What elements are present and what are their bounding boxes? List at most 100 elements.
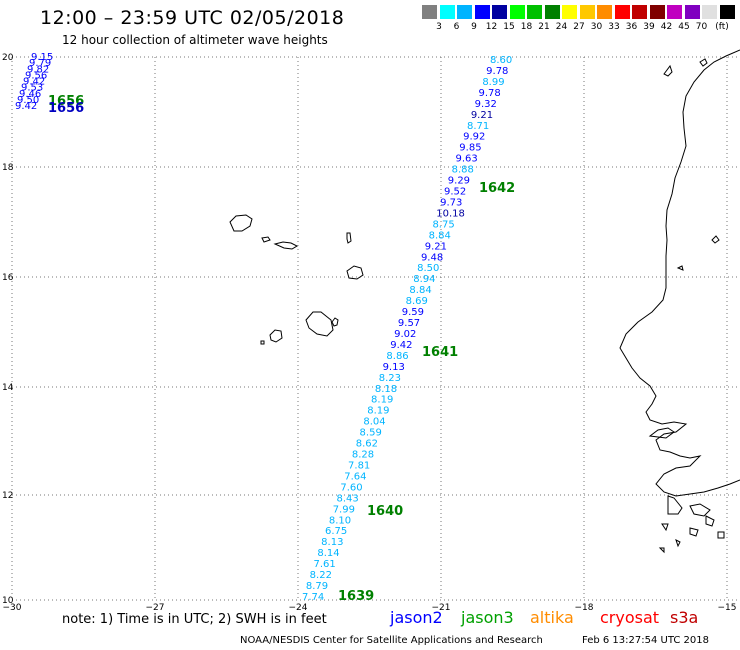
coast-detail-8 bbox=[705, 515, 715, 527]
swh-value-corner: 9.50 bbox=[17, 95, 39, 106]
pass-label-1656-green: 1656 bbox=[48, 94, 84, 109]
swh-value: 8.75 bbox=[432, 219, 454, 230]
swh-value: 9.78 bbox=[478, 88, 500, 99]
swh-value-corner: 9.56 bbox=[25, 70, 47, 81]
legend-label: 27 bbox=[573, 22, 585, 32]
coast-detail-6 bbox=[667, 495, 683, 515]
sat-altika: altika bbox=[530, 608, 574, 627]
legend-label: 30 bbox=[590, 22, 603, 32]
swh-value: 8.28 bbox=[352, 450, 374, 461]
legend-swatch bbox=[422, 5, 437, 19]
swh-value: 7.74 bbox=[302, 592, 324, 603]
legend-swatch bbox=[579, 5, 595, 19]
legend-swatch bbox=[649, 5, 665, 19]
legend-swatch bbox=[632, 5, 647, 19]
lon-tick-label: −15 bbox=[718, 603, 737, 613]
coast-detail-2 bbox=[699, 58, 708, 67]
swh-value: 8.62 bbox=[356, 439, 378, 450]
legend-swatch bbox=[614, 5, 630, 19]
legend-label: 39 bbox=[643, 22, 655, 32]
legend-label: 42 bbox=[660, 22, 673, 32]
lat-tick-label: 10 bbox=[2, 596, 14, 606]
coast-detail-5 bbox=[648, 427, 675, 439]
island-santiago bbox=[305, 311, 334, 337]
swh-value: 8.59 bbox=[360, 428, 382, 439]
coast-detail-10 bbox=[717, 531, 725, 539]
legend-swatch bbox=[439, 5, 455, 19]
swh-value: 8.99 bbox=[482, 77, 504, 88]
legend-label: 33 bbox=[608, 22, 620, 32]
swh-value: 8.23 bbox=[379, 373, 401, 384]
sat-s3a: s3a bbox=[670, 608, 699, 627]
legend-label: 24 bbox=[555, 22, 568, 32]
legend-unit: (ft) bbox=[715, 22, 729, 32]
swh-value: 8.18 bbox=[375, 384, 397, 395]
swh-value: 8.71 bbox=[467, 121, 489, 132]
lat-tick-label: 16 bbox=[2, 273, 14, 283]
swh-value: 8.94 bbox=[413, 274, 435, 285]
legend-swatch bbox=[492, 5, 507, 19]
swh-value: 7.99 bbox=[333, 504, 355, 515]
coast-detail-9 bbox=[689, 527, 699, 537]
lat-tick-label: 20 bbox=[2, 53, 14, 63]
legend-swatch bbox=[702, 5, 717, 19]
swh-value: 8.84 bbox=[429, 230, 451, 241]
legend-swatch bbox=[509, 5, 525, 19]
swh-value: 8.88 bbox=[452, 165, 474, 176]
swh-value: 8.79 bbox=[306, 581, 328, 592]
footer-note: note: 1) Time is in UTC; 2) SWH is in fe… bbox=[62, 612, 327, 627]
africa-coast bbox=[619, 49, 740, 497]
coast-detail-1 bbox=[663, 64, 673, 77]
pass-label-1641: 1641 bbox=[422, 345, 458, 360]
sat-jason3: jason3 bbox=[461, 608, 514, 627]
island-sao-vicente bbox=[261, 236, 271, 243]
swh-value: 7.60 bbox=[340, 482, 362, 493]
legend-swatch bbox=[684, 5, 700, 19]
swh-value: 10.18 bbox=[436, 208, 465, 219]
swh-value-corner: 9.53 bbox=[21, 83, 43, 94]
legend-label: 21 bbox=[538, 22, 550, 32]
coast-detail-11 bbox=[661, 523, 669, 532]
lat-tick-label: 18 bbox=[2, 163, 14, 173]
legend-label: 45 bbox=[678, 22, 690, 32]
swh-value: 9.13 bbox=[383, 362, 405, 373]
island-sao-nicolau bbox=[273, 241, 299, 250]
swh-value: 9.57 bbox=[398, 318, 420, 329]
swh-value: 9.59 bbox=[402, 307, 424, 318]
legend-swatch bbox=[457, 5, 472, 19]
swh-value-corner: 9.42 bbox=[23, 77, 45, 88]
track-corner: 9.159.799.829.569.429.539.469.509.42 bbox=[15, 52, 53, 112]
legend-label: 70 bbox=[695, 22, 708, 32]
coast-detail-3 bbox=[711, 235, 720, 244]
pass-label-1640: 1640 bbox=[367, 504, 403, 519]
legend-swatch bbox=[562, 5, 577, 19]
island-fogo bbox=[269, 329, 283, 343]
lat-tick-label: 12 bbox=[2, 491, 13, 501]
grid-lines: −30 −27 −24 −21 −18 −15 20 18 16 14 12 10 bbox=[2, 53, 740, 613]
legend-swatch bbox=[544, 5, 560, 19]
swh-value: 9.29 bbox=[448, 176, 470, 187]
swh-value: 9.63 bbox=[455, 154, 477, 165]
pass-label-1639: 1639 bbox=[338, 589, 374, 604]
swh-value: 8.22 bbox=[310, 570, 332, 581]
legend-label: 9 bbox=[471, 22, 477, 32]
island-brava bbox=[260, 340, 265, 345]
swh-value: 8.14 bbox=[317, 548, 339, 559]
swh-value-corner: 9.82 bbox=[27, 64, 49, 75]
legend-label: 12 bbox=[485, 22, 498, 32]
swh-value: 8.43 bbox=[337, 493, 359, 504]
credit-text: NOAA/NESDIS Center for Satellite Applica… bbox=[240, 635, 543, 646]
swh-value: 8.13 bbox=[321, 537, 343, 548]
page-subtitle: 12 hour collection of altimeter wave hei… bbox=[62, 33, 328, 47]
swh-value: 7.64 bbox=[344, 471, 366, 482]
lon-tick-label: −18 bbox=[575, 603, 594, 613]
legend-label: 3 bbox=[436, 22, 442, 32]
swh-value: 9.42 bbox=[390, 340, 412, 351]
swh-value: 9.85 bbox=[459, 143, 481, 154]
swh-value: 9.78 bbox=[486, 66, 508, 77]
swh-value-corner: 9.15 bbox=[31, 52, 53, 63]
sat-cryosat: cryosat bbox=[600, 608, 660, 627]
lon-tick-label: −24 bbox=[289, 603, 308, 613]
legend-label: 36 bbox=[625, 22, 638, 32]
